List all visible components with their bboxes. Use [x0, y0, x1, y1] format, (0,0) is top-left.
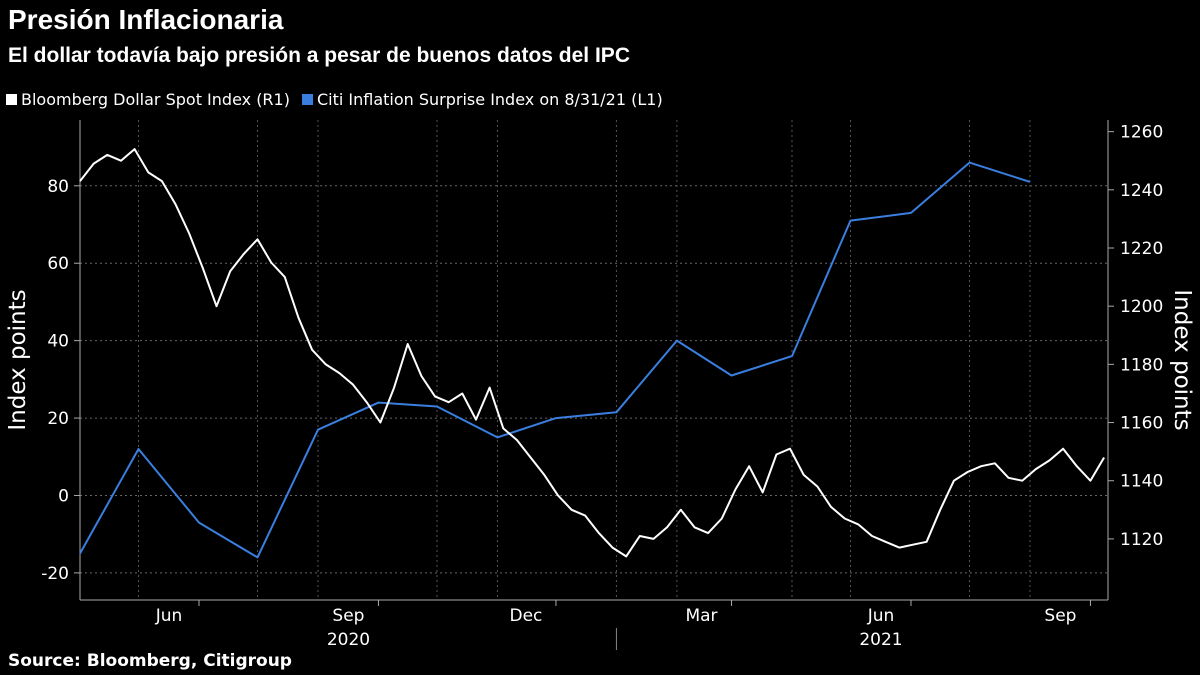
series-line-dollar-index [79, 148, 1105, 558]
y-left-tick-label: 20 [47, 409, 69, 429]
y-left-tick-label: 40 [47, 332, 69, 352]
y-right-tick-label: 1160 [1120, 414, 1163, 434]
x-year-label: 2020 [327, 630, 370, 650]
x-tick-label: Jun [867, 606, 895, 626]
x-tick-label: Sep [1044, 606, 1076, 626]
y-right-tick-label: 1220 [1120, 239, 1163, 259]
chart-subtitle: El dollar todavía bajo presión a pesar d… [8, 44, 630, 67]
y-right-tick-label: 1260 [1120, 123, 1163, 143]
source-note: Source: Bloomberg, Citigroup [8, 651, 292, 671]
x-tick-label: Sep [332, 606, 364, 626]
y-left-tick-label: 80 [47, 177, 69, 197]
grid [80, 120, 1108, 600]
x-tick-label: Dec [510, 606, 543, 626]
axes: -20 0 20 40 60 80 1120 1140 1160 1180 1200 1220 1240… [41, 120, 1163, 650]
legend: Bloomberg Dollar Spot Index (R1) Citi In… [6, 90, 675, 109]
legend-label-dollar-index: Bloomberg Dollar Spot Index (R1) [21, 90, 290, 109]
x-year-label: 2021 [859, 630, 902, 650]
legend-label-inflation-surprise: Citi Inflation Surprise Index on 8/31/21… [316, 90, 663, 109]
y-right-tick-label: 1180 [1120, 355, 1163, 375]
x-tick-label: Mar [685, 606, 717, 626]
y-right-tick-label: 1200 [1120, 297, 1163, 317]
y-left-tick-label: 0 [58, 486, 69, 506]
chart-title: Presión Inflacionaria [8, 4, 284, 35]
y-axis-left-title: Index points [5, 289, 31, 430]
y-right-tick-label: 1240 [1120, 181, 1163, 201]
legend-swatch-inflation-surprise [301, 94, 313, 105]
x-tick-label: Jun [155, 606, 183, 626]
legend-swatch-dollar-index [6, 94, 17, 105]
legend-item-dollar-index: Bloomberg Dollar Spot Index (R1) [6, 90, 290, 109]
y-right-tick-label: 1140 [1120, 472, 1163, 492]
y-left-tick-label: -20 [41, 564, 69, 584]
series-line-inflation-surprise [79, 161, 1031, 559]
y-axis-right-title: Index points [1169, 289, 1195, 430]
y-right-tick-label: 1120 [1120, 530, 1163, 550]
series [79, 148, 1105, 559]
y-left-tick-label: 60 [47, 254, 69, 274]
legend-item-inflation-surprise: Citi Inflation Surprise Index on 8/31/21… [301, 90, 663, 109]
